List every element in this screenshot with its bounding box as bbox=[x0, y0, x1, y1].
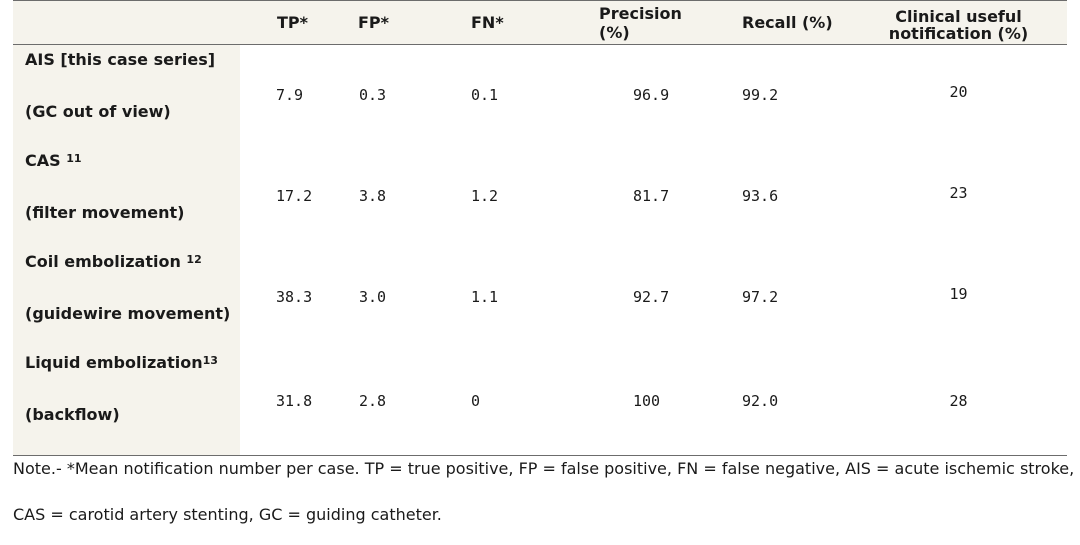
row-detail: (backflow) bbox=[25, 404, 120, 424]
cell-recall: 99.2 bbox=[742, 86, 779, 105]
cell-clinical: 19 bbox=[949, 284, 968, 303]
table-header: TP* FP* FN* Precision (%) Recall (%) Cli… bbox=[13, 0, 1067, 45]
cell-recall: 93.6 bbox=[742, 187, 779, 205]
table-row: Coil embolization 12 (guidewire movement… bbox=[13, 246, 1067, 348]
row-label: AIS [this case series] (GC out of view) bbox=[13, 44, 240, 146]
row-ref: 12 bbox=[186, 252, 202, 266]
cell-fp: 0.3 bbox=[359, 86, 387, 105]
header-tp: TP* bbox=[240, 0, 340, 45]
cell-fn: 1.2 bbox=[471, 187, 499, 205]
cell-precision: 100 bbox=[560, 347, 715, 456]
row-name: Liquid embolization bbox=[25, 352, 203, 372]
table-row: CAS 11 (filter movement) 17.2 3.8 1.2 81… bbox=[13, 145, 1067, 247]
cell-recall: 97.2 bbox=[742, 288, 779, 306]
cell-tp: 17.2 bbox=[276, 187, 313, 205]
row-detail: (filter movement) bbox=[25, 202, 185, 222]
cell-tp: 38.3 bbox=[276, 288, 313, 306]
table-row: AIS [this case series] (GC out of view) … bbox=[13, 44, 1067, 146]
header-fn: FN* bbox=[450, 0, 560, 45]
cell-recall: 92.0 bbox=[715, 347, 850, 456]
row-label: CAS 11 (filter movement) bbox=[13, 145, 240, 247]
header-clinical-line2: notification (%) bbox=[888, 23, 1029, 43]
cell-clinical: 23 bbox=[949, 183, 968, 202]
cell-precision: 81.7 bbox=[633, 187, 670, 205]
header-clinical-line1: Clinical useful bbox=[895, 6, 1022, 26]
row-ref: 13 bbox=[202, 353, 218, 367]
cell-fp: 3.0 bbox=[359, 288, 387, 306]
header-row: TP* FP* FN* Precision (%) Recall (%) Cli… bbox=[13, 0, 1067, 45]
results-table: TP* FP* FN* Precision (%) Recall (%) Cli… bbox=[13, 0, 1067, 456]
cell-tp: 7.9 bbox=[276, 86, 304, 105]
header-fp: FP* bbox=[340, 0, 450, 45]
header-clinical: Clinical useful notification (%) bbox=[850, 0, 1067, 45]
table-row: Liquid embolization13 (backflow) 31.8 2.… bbox=[13, 347, 1067, 456]
cell-precision: 96.9 bbox=[633, 86, 670, 105]
cell-precision: 92.7 bbox=[633, 288, 670, 306]
cell-fp: 2.8 bbox=[340, 347, 450, 456]
row-label: Coil embolization 12 (guidewire movement… bbox=[13, 246, 240, 348]
row-name: AIS [this case series] bbox=[25, 50, 216, 69]
cell-fn: 1.1 bbox=[471, 288, 499, 306]
row-name: CAS bbox=[25, 150, 61, 170]
header-empty bbox=[13, 0, 240, 45]
row-detail: (GC out of view) bbox=[25, 102, 171, 121]
header-precision: Precision (%) bbox=[560, 0, 715, 45]
table-note-line1: Note.- *Mean notification number per cas… bbox=[13, 459, 1075, 478]
cell-tp: 31.8 bbox=[240, 347, 340, 456]
table-note-line2: CAS = carotid artery stenting, GC = guid… bbox=[13, 505, 442, 524]
row-name: Coil embolization bbox=[25, 251, 181, 271]
results-table-wrapper: TP* FP* FN* Precision (%) Recall (%) Cli… bbox=[13, 0, 1067, 456]
cell-fp: 3.8 bbox=[359, 187, 387, 205]
row-detail: (guidewire movement) bbox=[25, 303, 231, 323]
cell-fn: 0.1 bbox=[471, 86, 499, 105]
row-label: Liquid embolization13 (backflow) bbox=[13, 347, 240, 456]
cell-clinical: 28 bbox=[850, 347, 1067, 456]
row-ref: 11 bbox=[66, 151, 82, 165]
cell-fn: 0 bbox=[450, 347, 560, 456]
header-recall: Recall (%) bbox=[715, 0, 850, 45]
cell-clinical: 20 bbox=[949, 83, 968, 101]
